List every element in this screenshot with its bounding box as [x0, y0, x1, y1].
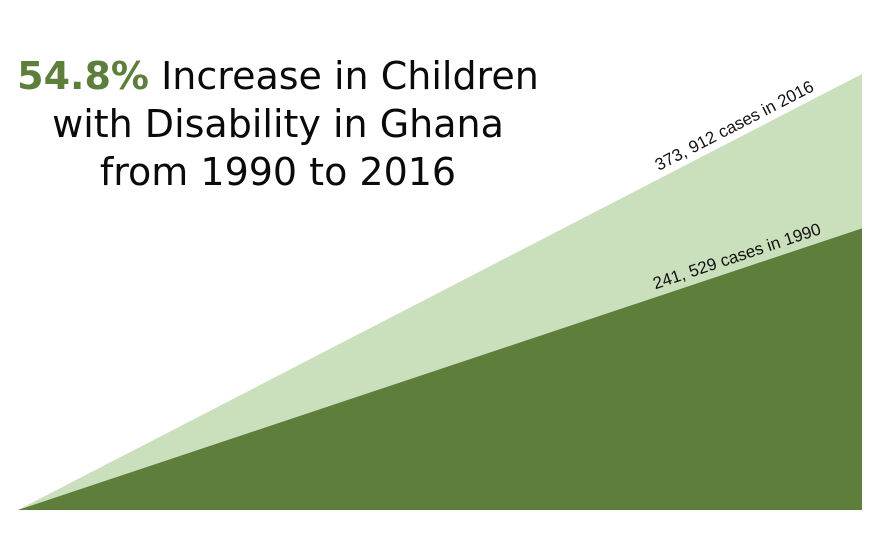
wedge-1990: [18, 228, 862, 510]
headline-percent: 54.8%: [17, 54, 150, 98]
headline-text: Increase in Children with Disability in …: [52, 54, 539, 194]
headline: 54.8% Increase in Children with Disabili…: [8, 52, 548, 196]
